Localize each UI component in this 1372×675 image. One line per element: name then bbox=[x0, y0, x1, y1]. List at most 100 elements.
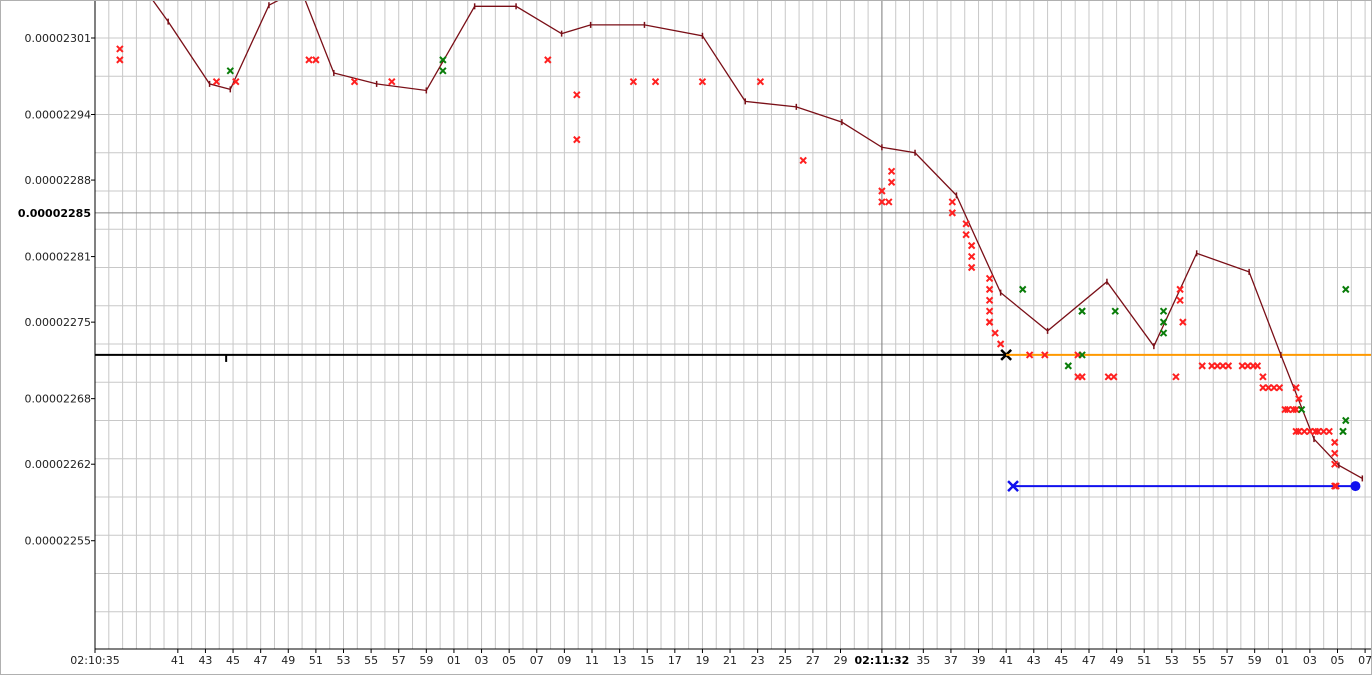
marker-stroke bbox=[1292, 427, 1300, 436]
x-tick-label: 47 bbox=[1082, 654, 1096, 667]
marker-stroke bbox=[629, 78, 638, 86]
marker-stroke bbox=[1259, 373, 1267, 381]
green-trade-marker bbox=[1078, 351, 1086, 359]
y-tick-label: 0.00002262 bbox=[25, 458, 91, 471]
blue-end-marker bbox=[1350, 481, 1361, 492]
marker-stroke bbox=[885, 198, 893, 206]
marker-stroke bbox=[756, 78, 765, 86]
marker-stroke bbox=[985, 318, 994, 326]
red-trade-marker bbox=[1325, 427, 1333, 436]
red-trade-marker bbox=[1292, 384, 1300, 392]
red-trade-marker bbox=[1331, 460, 1339, 468]
marker-stroke bbox=[1159, 307, 1168, 315]
marker-stroke bbox=[962, 220, 970, 228]
marker-stroke bbox=[887, 167, 896, 176]
red-trade-marker bbox=[698, 78, 707, 86]
x-tick-label: 59 bbox=[419, 654, 433, 667]
red-trade-marker bbox=[312, 56, 320, 64]
marker-stroke bbox=[1159, 329, 1168, 337]
marker-stroke bbox=[1041, 351, 1049, 359]
marker-stroke bbox=[573, 91, 581, 99]
marker-stroke bbox=[1224, 362, 1233, 370]
marker-stroke bbox=[1110, 373, 1118, 381]
x-tick-label: 01 bbox=[1275, 654, 1289, 667]
marker-stroke bbox=[1259, 384, 1267, 392]
green-trade-marker bbox=[1019, 285, 1027, 294]
red-trade-marker bbox=[1314, 427, 1322, 436]
red-trade-marker bbox=[991, 329, 999, 337]
marker-stroke bbox=[967, 252, 976, 261]
green-trade-marker bbox=[1342, 416, 1350, 425]
x-tick-label: 05 bbox=[1330, 654, 1344, 667]
red-trade-marker bbox=[799, 156, 807, 165]
marker-stroke bbox=[1284, 405, 1292, 414]
x-tick-label: 35 bbox=[916, 654, 930, 667]
marker-stroke bbox=[1270, 384, 1278, 392]
marker-stroke bbox=[962, 231, 970, 239]
x-tick-label: 49 bbox=[281, 654, 295, 667]
red-trade-marker bbox=[967, 252, 976, 261]
marker-stroke bbox=[1111, 307, 1119, 315]
x-tick-label: 03 bbox=[475, 654, 489, 667]
green-trade-marker bbox=[1159, 307, 1168, 315]
red-trade-marker bbox=[1238, 362, 1246, 370]
marker-stroke bbox=[1331, 460, 1339, 468]
marker-stroke bbox=[1319, 427, 1328, 436]
x-tick-label: 29 bbox=[833, 654, 847, 667]
red-trade-marker bbox=[887, 167, 896, 176]
marker-stroke bbox=[232, 78, 240, 86]
red-trade-marker bbox=[985, 307, 994, 315]
green-trade-marker bbox=[1111, 307, 1119, 315]
marker-stroke bbox=[985, 274, 994, 283]
red-trade-marker bbox=[573, 91, 581, 99]
marker-stroke bbox=[226, 67, 235, 75]
red-trade-marker bbox=[1172, 373, 1180, 381]
marker-stroke bbox=[1292, 384, 1300, 392]
red-trade-marker bbox=[985, 274, 994, 283]
marker-stroke bbox=[1176, 296, 1184, 304]
marker-stroke bbox=[985, 296, 994, 304]
red-trade-marker bbox=[1259, 384, 1267, 392]
red-trade-marker bbox=[1198, 362, 1206, 370]
x-tick-label: 49 bbox=[1110, 654, 1124, 667]
marker-stroke bbox=[1176, 285, 1184, 294]
x-tick-label: 23 bbox=[751, 654, 765, 667]
x-tick-label: 11 bbox=[585, 654, 599, 667]
x-cursor-label: 02:11:32 bbox=[855, 654, 910, 667]
red-trade-marker bbox=[1270, 384, 1278, 392]
red-trade-marker bbox=[1306, 427, 1314, 436]
y-tick-label: 0.00002268 bbox=[25, 393, 91, 406]
x-tick-label: 27 bbox=[806, 654, 820, 667]
marker-stroke bbox=[1292, 405, 1300, 414]
green-trade-marker bbox=[439, 56, 447, 64]
marker-stroke bbox=[887, 178, 896, 186]
grid bbox=[95, 0, 1372, 649]
marker-stroke bbox=[305, 56, 313, 64]
x-tick-label: 55 bbox=[364, 654, 378, 667]
marker-stroke bbox=[996, 340, 1005, 348]
red-trade-marker bbox=[1041, 351, 1049, 359]
x-tick-label: 41 bbox=[999, 654, 1013, 667]
red-trade-marker bbox=[756, 78, 765, 86]
green-trade-marker bbox=[1342, 285, 1350, 294]
x-tick-label: 19 bbox=[695, 654, 709, 667]
x-tick-label: 25 bbox=[778, 654, 792, 667]
marker-stroke bbox=[1078, 373, 1086, 381]
marker-stroke bbox=[439, 56, 447, 64]
green-trade-marker bbox=[226, 67, 235, 75]
marker-stroke bbox=[573, 135, 581, 144]
red-trade-marker bbox=[1295, 394, 1303, 403]
marker-stroke bbox=[312, 56, 320, 64]
marker-stroke bbox=[1332, 482, 1340, 490]
marker-stroke bbox=[799, 156, 807, 165]
y-tick-labels: 0.00002301 0.00002294 0.00002288 0.00002281… bbox=[18, 32, 91, 548]
x-tick-label: 17 bbox=[668, 654, 682, 667]
x-tick-label: 57 bbox=[392, 654, 406, 667]
marker-stroke bbox=[1019, 285, 1027, 294]
red-trade-marker bbox=[629, 78, 638, 86]
y-tick-label: 0.00002301 bbox=[25, 32, 91, 45]
red-trade-marker bbox=[573, 135, 581, 144]
marker-stroke bbox=[878, 187, 886, 195]
red-trade-marker bbox=[1292, 405, 1300, 414]
